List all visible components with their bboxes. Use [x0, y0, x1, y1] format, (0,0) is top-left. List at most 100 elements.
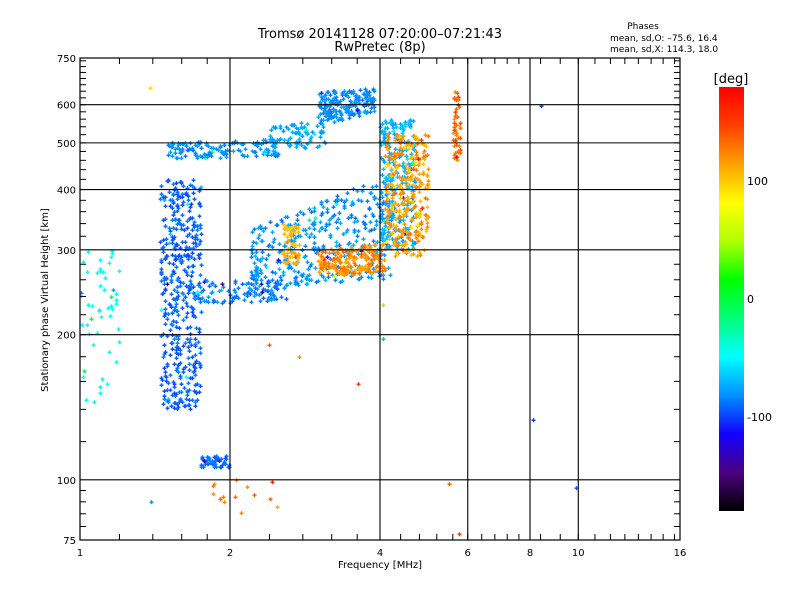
data-point: [206, 300, 211, 305]
data-point: [176, 337, 181, 342]
data-point: [260, 250, 265, 255]
data-point: [185, 253, 190, 258]
data-point: [454, 123, 459, 128]
data-point: [175, 243, 180, 248]
data-point: [265, 153, 270, 158]
data-point: [314, 280, 319, 285]
data-point: [359, 252, 364, 257]
data-point: [161, 218, 166, 223]
data-point: [308, 264, 313, 269]
data-point: [337, 247, 342, 252]
data-point: [273, 154, 278, 159]
data-point: [177, 147, 182, 152]
chart-title: Tromsø 20141128 07:20:00–07:21:43: [257, 27, 502, 42]
data-point: [165, 317, 170, 322]
data-point: [380, 195, 385, 200]
data-point: [287, 263, 292, 268]
data-point: [367, 206, 372, 211]
data-point: [332, 120, 337, 125]
data-point: [171, 192, 176, 197]
data-point: [408, 118, 413, 123]
data-point: [193, 353, 198, 358]
data-point: [202, 459, 207, 464]
data-point: [379, 208, 384, 213]
data-point: [333, 253, 338, 258]
data-point: [206, 144, 211, 149]
data-point: [382, 258, 387, 263]
data-point: [185, 337, 190, 342]
data-point: [410, 194, 415, 199]
data-point: [110, 307, 115, 312]
data-point: [385, 196, 390, 201]
data-point: [374, 250, 379, 255]
data-point: [186, 194, 191, 199]
data-point: [396, 216, 401, 221]
data-point: [367, 90, 372, 95]
data-point: [357, 95, 362, 100]
data-point: [458, 136, 463, 141]
data-point: [166, 400, 171, 405]
data-point: [190, 184, 195, 189]
data-point: [400, 137, 405, 142]
data-point: [162, 282, 167, 287]
data-point: [411, 215, 416, 220]
data-point: [400, 148, 405, 153]
data-point: [159, 308, 164, 313]
data-point: [166, 153, 171, 158]
data-point: [179, 255, 184, 260]
data-point: [403, 178, 408, 183]
data-point: [319, 262, 324, 267]
data-point: [328, 265, 333, 270]
data-point: [270, 278, 275, 283]
data-point: [272, 142, 277, 147]
data-point: [400, 131, 405, 136]
data-point: [106, 306, 111, 311]
data-point: [404, 227, 409, 232]
data-point: [168, 303, 173, 308]
data-point: [199, 146, 204, 151]
data-point: [399, 247, 404, 252]
data-point: [170, 393, 175, 398]
data-point: [180, 195, 185, 200]
data-point: [334, 109, 339, 114]
data-point: [217, 289, 222, 294]
data-point: [370, 185, 375, 190]
data-point: [319, 131, 324, 136]
data-point: [325, 210, 330, 215]
data-point: [195, 290, 200, 295]
data-point: [410, 191, 415, 196]
data-point: [347, 116, 352, 121]
data-point: [186, 265, 191, 270]
data-point: [224, 457, 229, 462]
data-point: [385, 147, 390, 152]
data-point: [195, 382, 200, 387]
data-point: [278, 137, 283, 142]
data-point: [452, 156, 457, 161]
data-point: [189, 202, 194, 207]
data-point: [413, 180, 418, 185]
x-tick-labels: 1 2 4 6 8 10 16: [77, 548, 687, 559]
data-point: [409, 253, 414, 258]
data-point: [330, 273, 335, 278]
data-point: [276, 258, 281, 263]
data-point: [316, 259, 321, 264]
data-point: [315, 250, 320, 255]
data-point: [318, 112, 323, 117]
data-point: [170, 154, 175, 159]
y-tick-label: 100: [57, 476, 76, 487]
data-point: [257, 233, 262, 238]
data-point: [310, 130, 315, 135]
data-point: [402, 222, 407, 227]
data-point: [184, 284, 189, 289]
data-point: [185, 390, 190, 395]
data-point: [187, 340, 192, 345]
data-point: [117, 269, 122, 274]
data-point: [324, 267, 329, 272]
data-point: [263, 263, 268, 268]
data-point: [191, 291, 196, 296]
data-point: [292, 123, 297, 128]
data-point: [185, 186, 190, 191]
data-point: [217, 459, 222, 464]
data-point: [193, 366, 198, 371]
data-point: [393, 191, 398, 196]
